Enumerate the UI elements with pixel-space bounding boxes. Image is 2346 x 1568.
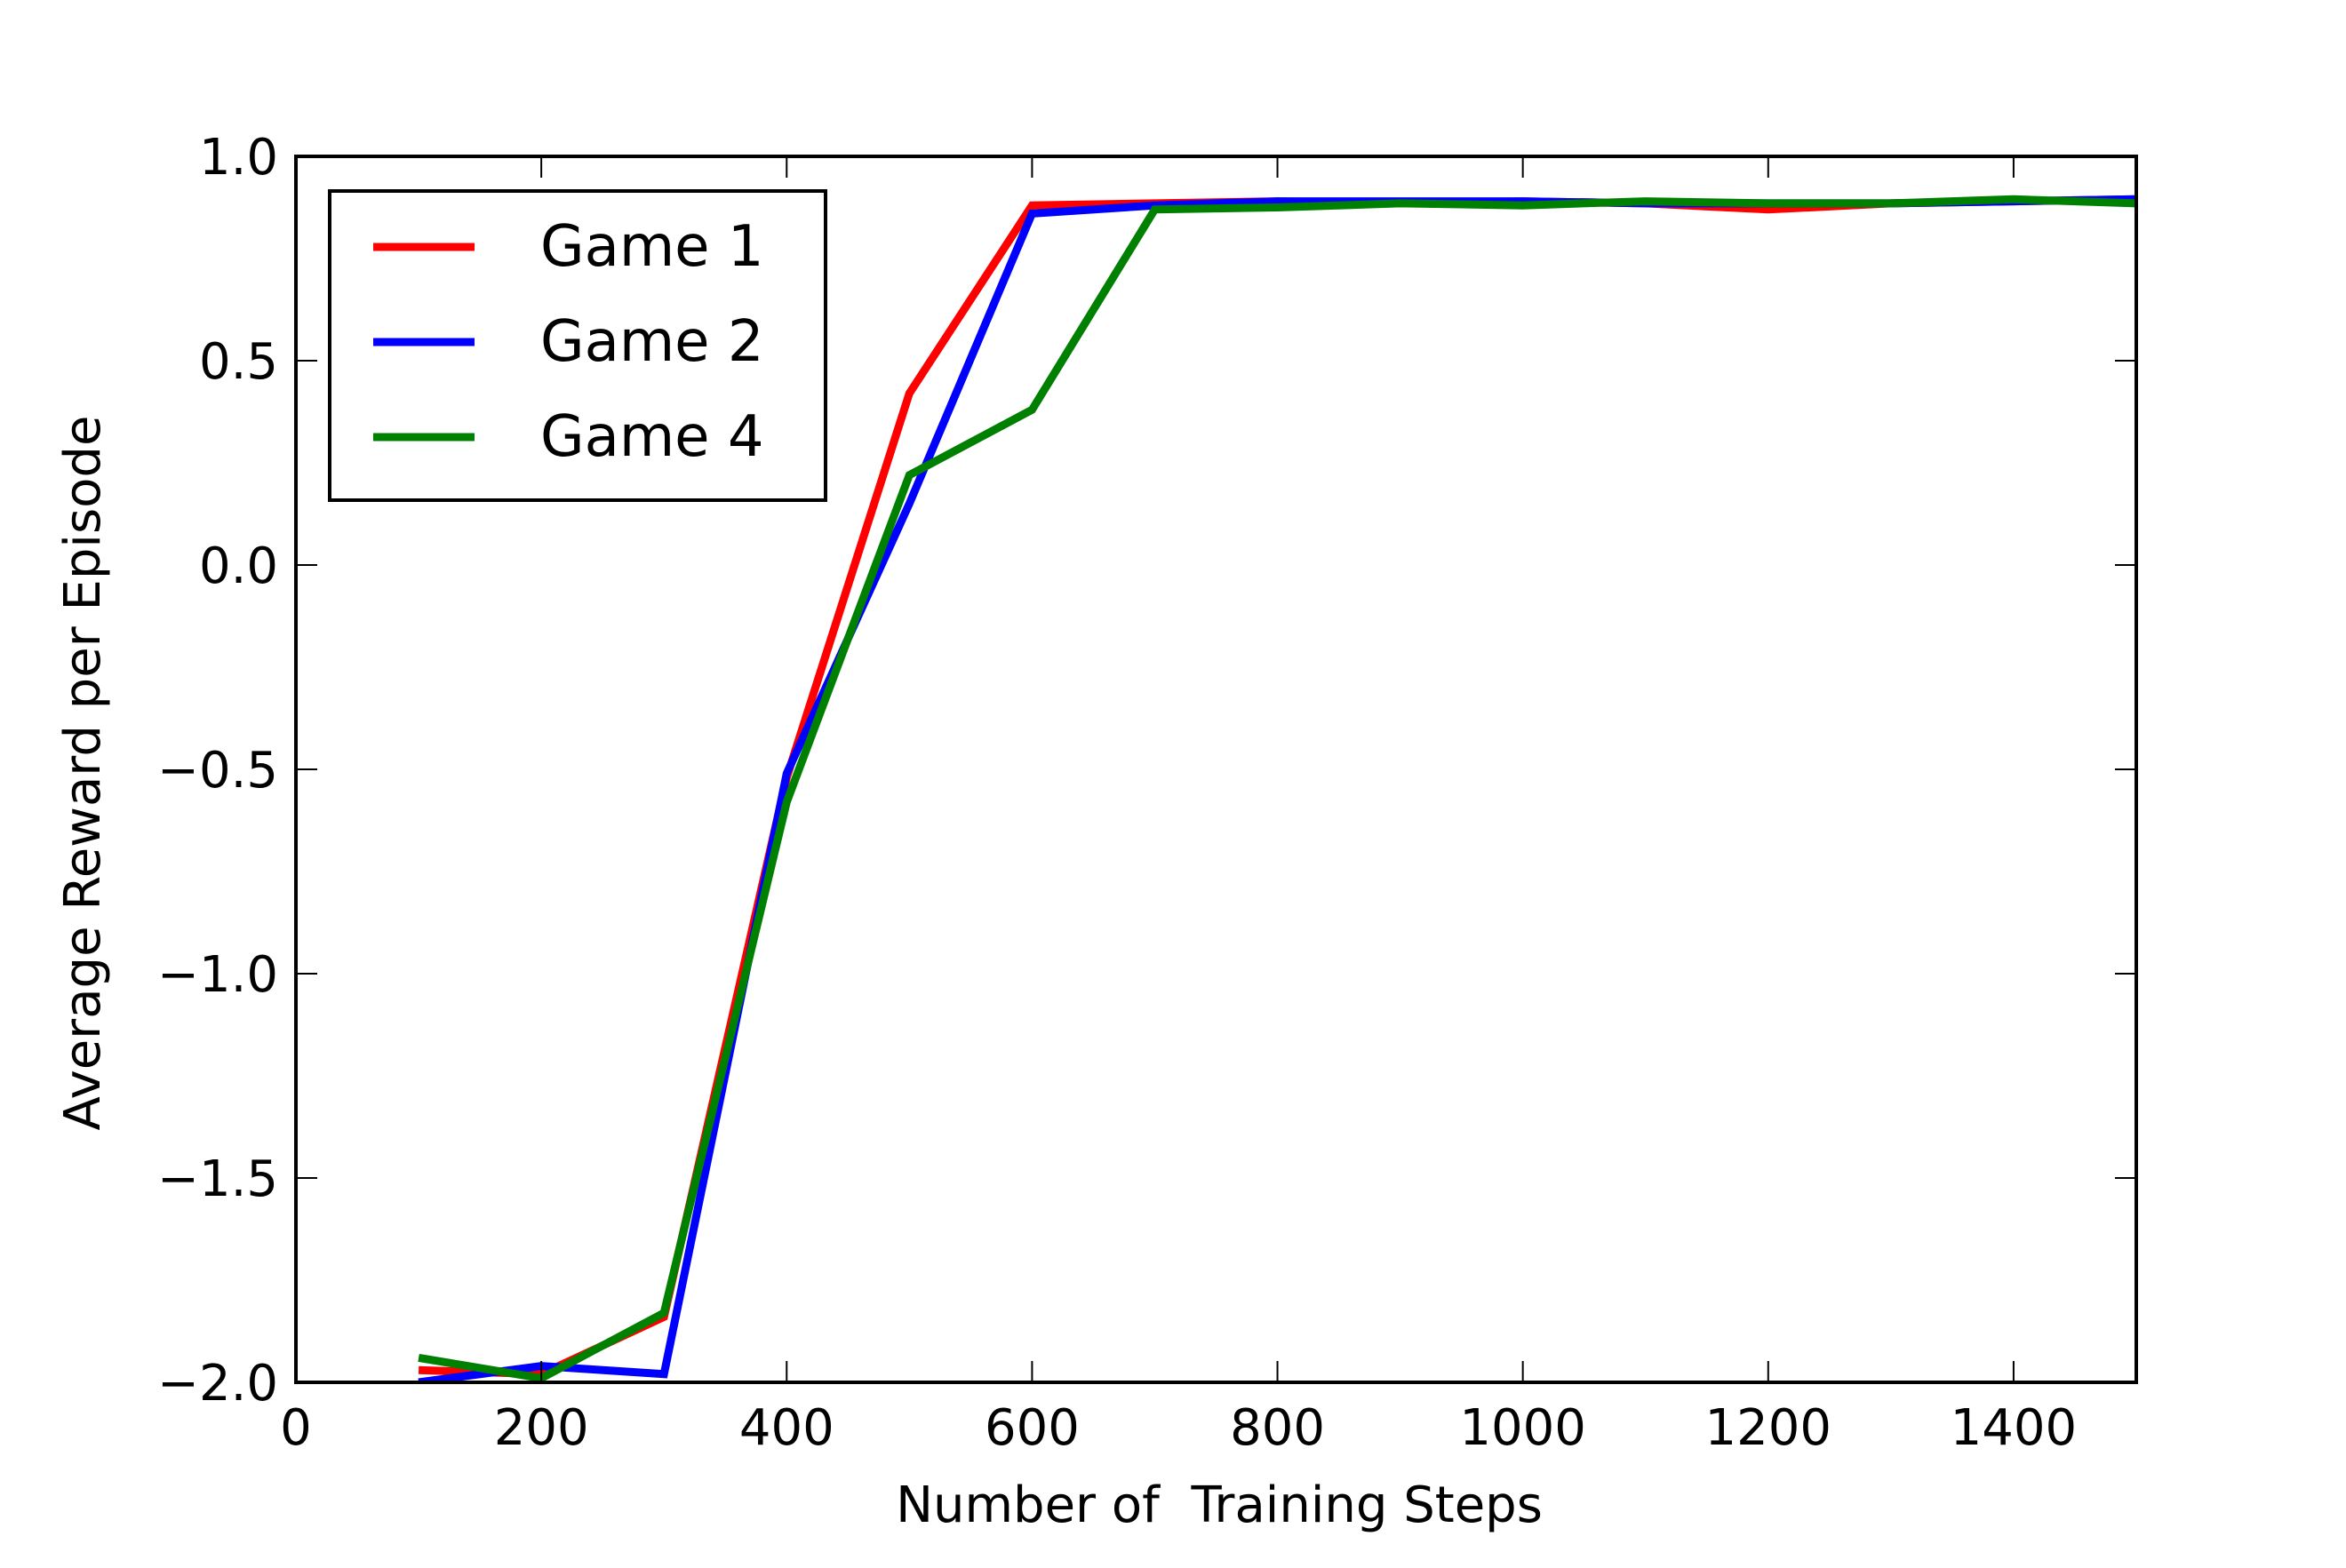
- legend: Game 1 Game 2 Game 4: [328, 189, 827, 502]
- series-line-3: [418, 195, 2136, 1382]
- y-tick-label: −1.5: [157, 1150, 278, 1208]
- x-tick-label: 0: [280, 1399, 312, 1457]
- y-tick-label: 1.0: [199, 129, 278, 187]
- x-tick-label: 800: [1230, 1399, 1325, 1457]
- x-axis-label: Number of Training Steps: [896, 1476, 1543, 1534]
- y-tick-label: −0.5: [157, 742, 278, 800]
- y-axis-ticks: 1.0 0.5 0.0 −0.5 −1.0 −1.5 −2.0: [157, 129, 2136, 1413]
- x-tick-label: 1400: [1951, 1399, 2078, 1457]
- legend-label-3: Game 4: [540, 404, 764, 470]
- y-tick-label: −2.0: [157, 1355, 278, 1413]
- x-tick-label: 600: [985, 1399, 1080, 1457]
- x-tick-label: 200: [494, 1399, 589, 1457]
- legend-label-2: Game 2: [540, 309, 764, 375]
- x-tick-label: 1200: [1705, 1399, 1832, 1457]
- legend-label-1: Game 1: [540, 214, 764, 280]
- x-tick-label: 400: [739, 1399, 834, 1457]
- y-tick-label: 0.5: [199, 333, 278, 391]
- y-axis-label: Average Reward per Episode: [54, 416, 112, 1131]
- plot-lines: [418, 195, 2136, 1382]
- y-tick-label: −1.0: [157, 946, 278, 1004]
- x-axis-ticks: 0 200 400 600 800 1000 1200 1400: [280, 156, 2077, 1457]
- x-tick-label: 1000: [1459, 1399, 1586, 1457]
- y-tick-label: 0.0: [199, 537, 278, 595]
